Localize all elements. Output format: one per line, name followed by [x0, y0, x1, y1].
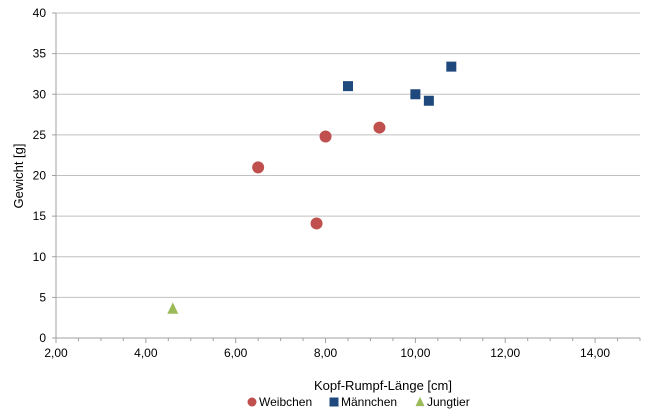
x-tick-label: 2,00: [44, 346, 68, 360]
x-tick-label: 4,00: [134, 346, 158, 360]
legend: Weibchen Männchen Jungtier: [247, 395, 470, 409]
x-tick-label: 14,00: [580, 346, 610, 360]
y-tick-label: 35: [33, 47, 47, 61]
y-tick-label: 15: [33, 209, 47, 223]
data-point-männchen: [410, 89, 421, 100]
data-point-weibchen: [252, 161, 265, 174]
legend-marker-jungtier: [415, 396, 425, 407]
data-point-weibchen: [373, 121, 386, 134]
legend-label-jungtier: Jungtier: [427, 395, 470, 409]
y-tick-label: 0: [39, 331, 46, 345]
y-tick-label: 30: [33, 87, 47, 101]
legend-marker-weibchen: [247, 397, 257, 407]
data-point-weibchen: [319, 130, 332, 143]
x-axis-title: Kopf-Rumpf-Länge [cm]: [314, 378, 452, 393]
y-tick-label: 25: [33, 128, 47, 142]
y-tick-label: 5: [39, 290, 46, 304]
y-axis-title: Gewicht [g]: [11, 143, 26, 208]
y-tick-label: 20: [33, 169, 47, 183]
x-tick-label: 8,00: [314, 346, 338, 360]
legend-label-weibchen: Weibchen: [259, 395, 312, 409]
data-point-männchen: [446, 61, 457, 72]
y-tick-label: 10: [33, 250, 47, 264]
x-tick-label: 12,00: [490, 346, 520, 360]
data-point-weibchen: [310, 217, 323, 230]
legend-label-männchen: Männchen: [341, 395, 397, 409]
y-tick-label: 40: [33, 6, 47, 20]
data-points: [167, 61, 457, 314]
data-point-männchen: [423, 95, 434, 106]
data-point-männchen: [343, 81, 353, 92]
legend-marker-männchen: [329, 397, 339, 407]
x-tick-label: 6,00: [224, 346, 248, 360]
data-point-jungtier: [167, 302, 179, 314]
axes: [52, 12, 641, 343]
x-tick-label: 10,00: [400, 346, 430, 360]
gridlines: [56, 12, 640, 298]
tick-labels: 0 5 10 15 20 25 30 35 40 2,00 4,00 6,00 8,00 10,00 12,…: [33, 6, 611, 360]
